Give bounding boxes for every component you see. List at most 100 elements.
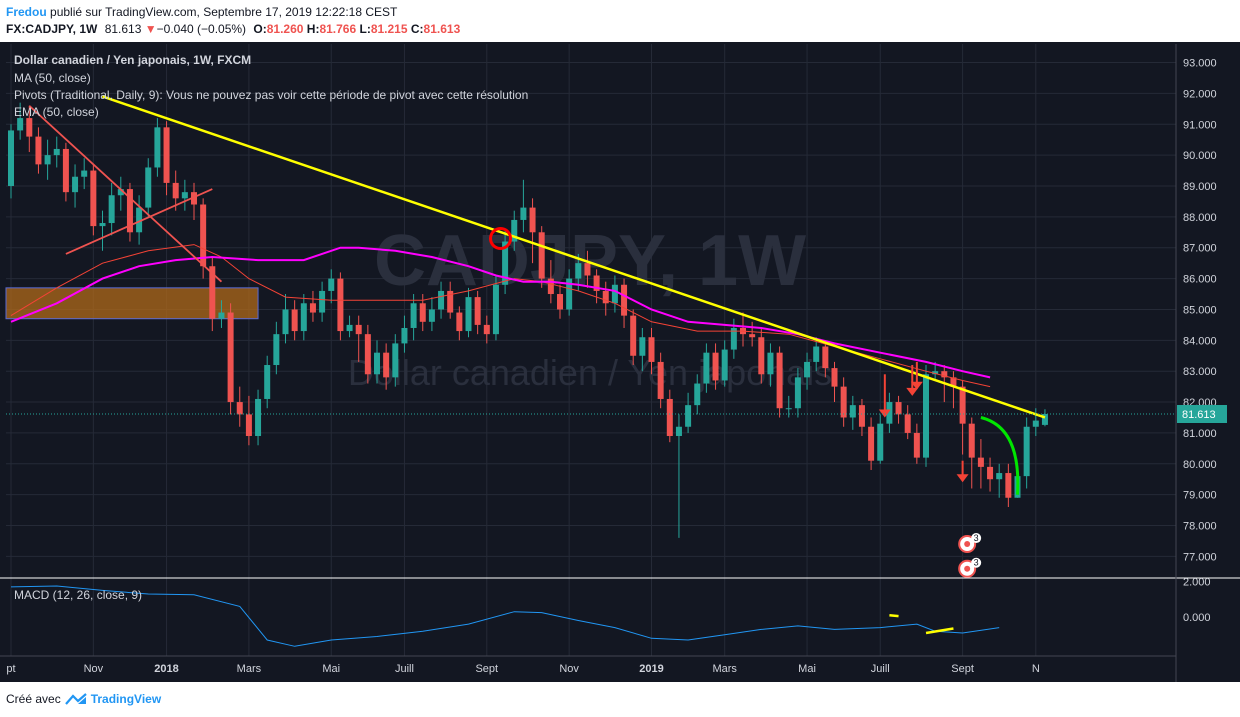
candle[interactable] xyxy=(364,334,371,375)
candle[interactable] xyxy=(17,118,24,131)
candle[interactable] xyxy=(300,303,307,332)
macd-trend-segment[interactable] xyxy=(925,627,954,635)
candle[interactable] xyxy=(282,309,289,335)
candle[interactable] xyxy=(575,263,582,279)
candle[interactable] xyxy=(483,324,490,335)
candle[interactable] xyxy=(950,377,957,387)
candle[interactable] xyxy=(136,207,143,233)
arrow-down-icon[interactable] xyxy=(956,474,969,483)
candle[interactable] xyxy=(72,176,79,193)
candle[interactable] xyxy=(44,155,51,165)
candle[interactable] xyxy=(81,170,88,177)
candle[interactable] xyxy=(374,352,380,375)
candle[interactable] xyxy=(666,398,673,437)
candle[interactable] xyxy=(904,414,911,433)
candle[interactable] xyxy=(858,405,865,427)
arrow-down-icon[interactable] xyxy=(910,381,923,390)
candle[interactable] xyxy=(273,334,280,366)
candle[interactable] xyxy=(794,377,801,409)
candle[interactable] xyxy=(1005,473,1012,498)
candle[interactable] xyxy=(218,312,225,319)
candle[interactable] xyxy=(35,136,42,165)
candle[interactable] xyxy=(410,303,417,328)
candle[interactable] xyxy=(90,170,97,227)
candle[interactable] xyxy=(913,432,920,458)
candle[interactable] xyxy=(383,352,390,378)
candle[interactable] xyxy=(987,466,994,480)
yellow-trendline[interactable] xyxy=(102,95,1046,419)
candle[interactable] xyxy=(639,337,646,356)
candle[interactable] xyxy=(474,297,481,325)
green-arc[interactable] xyxy=(980,416,1020,495)
candle[interactable] xyxy=(630,315,637,356)
candle[interactable] xyxy=(767,352,774,375)
arrow-down-icon[interactable] xyxy=(878,409,891,418)
candle[interactable] xyxy=(163,127,170,183)
candle[interactable] xyxy=(181,192,188,199)
candle[interactable] xyxy=(154,127,161,168)
candle[interactable] xyxy=(566,278,573,310)
candle[interactable] xyxy=(923,374,929,458)
macd-trend-segment[interactable] xyxy=(889,613,899,618)
candle[interactable] xyxy=(593,275,600,291)
candle[interactable] xyxy=(785,408,792,410)
candle[interactable] xyxy=(721,349,728,381)
chart-canvas[interactable]: CADJPY, 1W Dollar canadien / Yen japonais… xyxy=(0,42,1240,686)
author-name[interactable]: Fredou xyxy=(6,5,47,19)
candle[interactable] xyxy=(419,303,426,322)
candle[interactable] xyxy=(145,167,152,208)
candle[interactable] xyxy=(977,457,984,467)
candle[interactable] xyxy=(813,346,820,362)
candle[interactable] xyxy=(53,148,60,156)
candle[interactable] xyxy=(520,207,527,220)
candle[interactable] xyxy=(209,266,216,319)
candle[interactable] xyxy=(611,284,618,304)
candle[interactable] xyxy=(191,192,197,205)
footer-brand[interactable]: TradingView xyxy=(90,692,162,706)
candle[interactable] xyxy=(538,232,545,279)
candle[interactable] xyxy=(886,402,893,424)
candle[interactable] xyxy=(200,204,207,267)
candle[interactable] xyxy=(438,290,445,310)
candle[interactable] xyxy=(392,343,399,378)
candle[interactable] xyxy=(291,309,298,332)
candle[interactable] xyxy=(657,361,664,399)
candle[interactable] xyxy=(355,324,362,335)
candle[interactable] xyxy=(227,312,234,403)
legend-ema[interactable]: EMA (50, close) xyxy=(14,105,99,119)
candle[interactable] xyxy=(8,130,14,186)
candle[interactable] xyxy=(703,352,710,384)
candle[interactable] xyxy=(849,405,856,418)
candle[interactable] xyxy=(255,398,262,437)
arrow-down-icon[interactable] xyxy=(906,387,919,396)
candle[interactable] xyxy=(749,334,756,338)
candle[interactable] xyxy=(264,365,271,399)
candle[interactable] xyxy=(99,223,106,227)
candle[interactable] xyxy=(511,219,518,242)
candle[interactable] xyxy=(309,303,316,313)
candle[interactable] xyxy=(236,402,243,415)
candle[interactable] xyxy=(319,290,326,313)
candle[interactable] xyxy=(245,414,252,437)
candle[interactable] xyxy=(648,337,655,362)
candle[interactable] xyxy=(868,426,875,461)
legend-ma[interactable]: MA (50, close) xyxy=(14,71,91,85)
candle[interactable] xyxy=(62,148,69,193)
candle[interactable] xyxy=(346,324,353,332)
candle[interactable] xyxy=(547,278,554,295)
candle[interactable] xyxy=(712,352,719,381)
candle[interactable] xyxy=(1032,420,1039,427)
red-trendline[interactable] xyxy=(65,188,213,255)
candle[interactable] xyxy=(895,402,902,415)
legend-macd[interactable]: MACD (12, 26, close, 9) xyxy=(14,588,142,602)
candle[interactable] xyxy=(675,426,682,437)
candle[interactable] xyxy=(117,189,124,196)
candle[interactable] xyxy=(932,371,939,375)
candle[interactable] xyxy=(1023,426,1030,477)
candle[interactable] xyxy=(694,383,701,406)
candle[interactable] xyxy=(877,423,884,461)
candle[interactable] xyxy=(941,371,948,378)
candle[interactable] xyxy=(840,386,847,418)
candle[interactable] xyxy=(108,195,115,224)
candle[interactable] xyxy=(502,241,509,285)
